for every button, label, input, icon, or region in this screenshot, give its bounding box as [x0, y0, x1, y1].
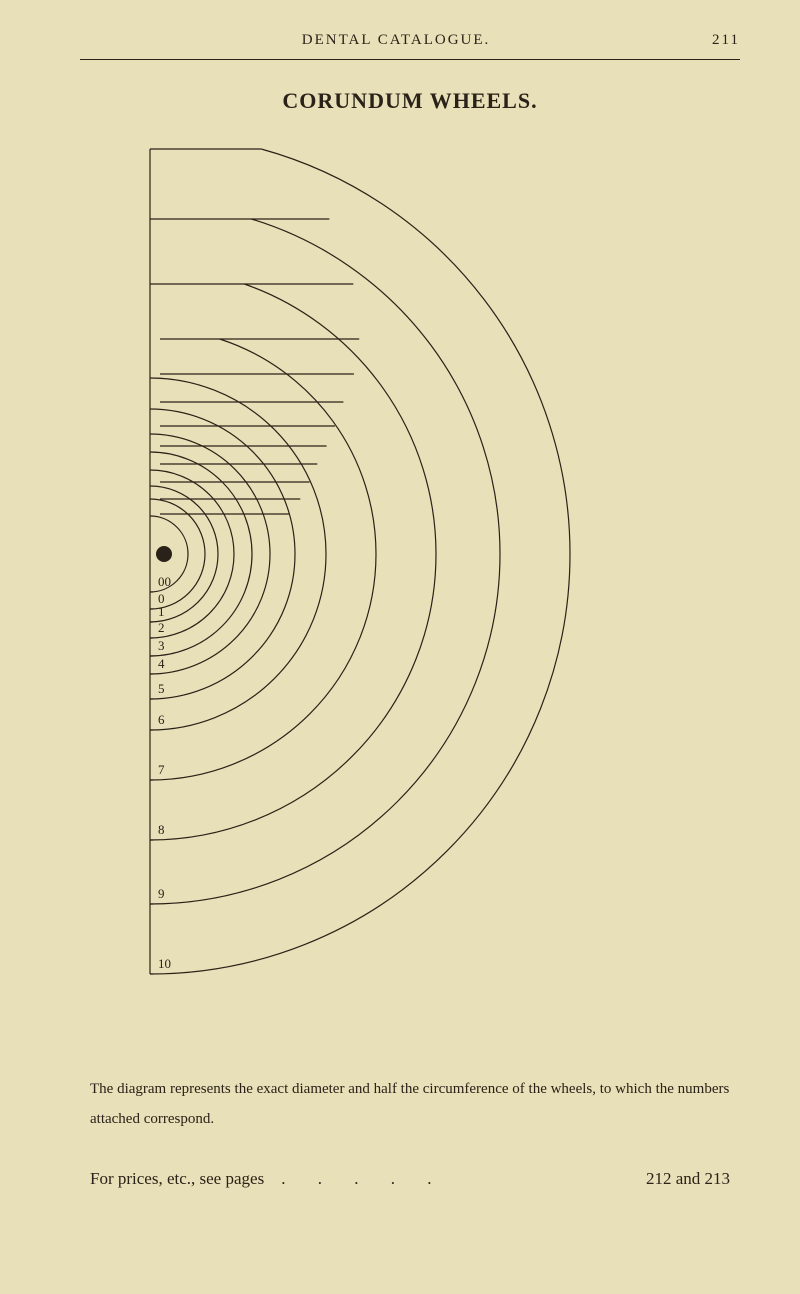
arc-label-9: 9 [158, 886, 165, 901]
page-number: 211 [712, 32, 740, 49]
arc-label-8: 8 [158, 822, 165, 837]
prices-prefix: For prices, etc., see pages [90, 1169, 264, 1188]
running-head: DENTAL CATALOGUE. 211 [80, 32, 740, 49]
page-title: CORUNDUM WHEELS. [80, 88, 740, 114]
diagram-caption: The diagram represents the exact diamete… [90, 1074, 730, 1134]
prices-line: For prices, etc., see pages . . . . . 21… [90, 1169, 730, 1189]
arc-label-4: 4 [158, 656, 165, 671]
arc-label-5: 5 [158, 681, 165, 696]
arc-label-1: 1 [158, 604, 165, 619]
header-rule [80, 59, 740, 60]
arc-label-7: 7 [158, 762, 165, 777]
arc-label-00: 00 [158, 574, 171, 589]
arc-label-10: 10 [158, 956, 171, 971]
page: DENTAL CATALOGUE. 211 CORUNDUM WHEELS. 0… [0, 0, 800, 1294]
arc-label-6: 6 [158, 712, 165, 727]
arc-label-2: 2 [158, 620, 165, 635]
prices-dots: . . . . . [281, 1169, 445, 1188]
running-head-text: DENTAL CATALOGUE. [302, 32, 491, 49]
arc-label-3: 3 [158, 638, 165, 653]
corundum-diagram: 00012345678910 [120, 134, 640, 1034]
diagram-container: 00012345678910 [120, 134, 740, 1039]
prices-pages: 212 and 213 [646, 1169, 730, 1189]
